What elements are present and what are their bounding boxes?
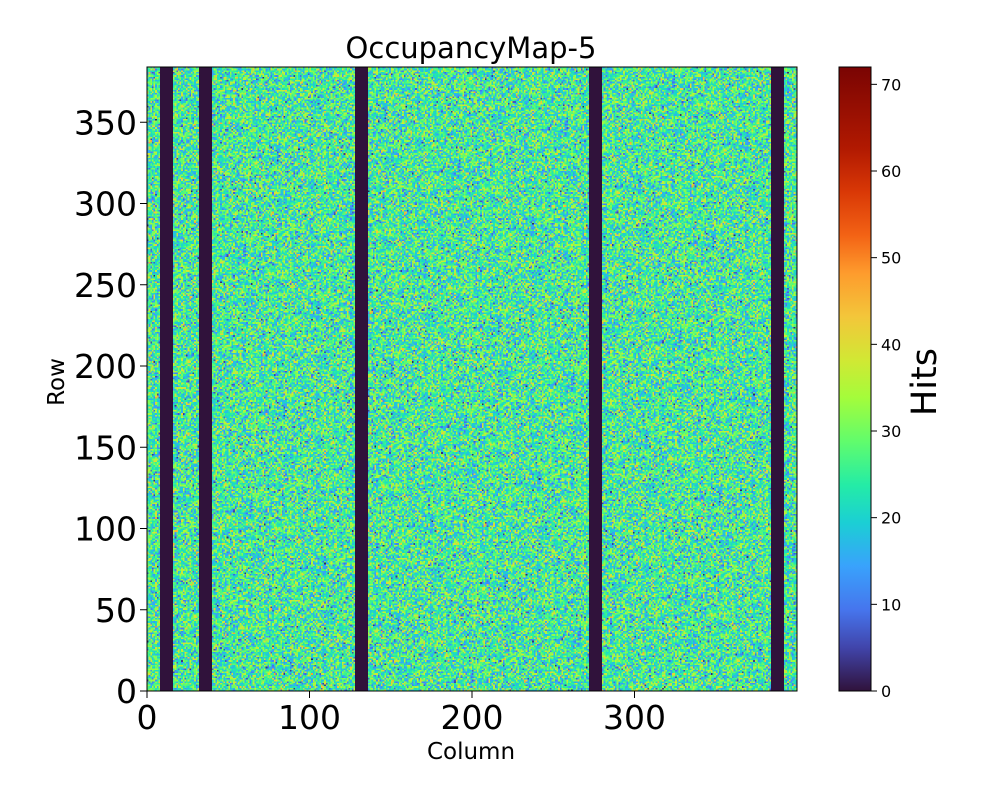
- dead-column-band-3: [589, 67, 602, 691]
- y-tick-label: 200: [74, 347, 137, 386]
- chart-title: OccupancyMap-5: [346, 31, 597, 65]
- dead-column-band-1: [199, 67, 212, 691]
- colorbar-frame: [838, 66, 872, 692]
- x-axis-label: Column: [427, 739, 515, 765]
- colorbar: 0 10 20 30 40 50 60 70 Hits: [838, 66, 945, 701]
- x-tick-label: 300: [603, 698, 666, 737]
- y-axis: 0 50 100 150 200 250 300 350: [74, 103, 147, 711]
- colorbar-tick-label: 70: [881, 75, 901, 94]
- heatmap-canvas-wrapper: [147, 67, 797, 691]
- y-tick-label: 350: [74, 103, 137, 142]
- x-tick-label: 100: [278, 698, 341, 737]
- y-tick-label: 300: [74, 185, 137, 224]
- dead-column-band-0: [160, 67, 173, 691]
- y-axis-label: Row: [44, 358, 70, 406]
- colorbar-tick-label: 10: [881, 595, 901, 614]
- y-tick-label: 50: [95, 591, 137, 630]
- dead-column-band-2: [355, 67, 368, 691]
- x-axis: 0 100 200 300: [137, 691, 666, 737]
- colorbar-tick-label: 50: [881, 249, 901, 268]
- dead-column-bands: [160, 67, 784, 691]
- y-tick-label: 0: [116, 672, 137, 711]
- colorbar-tick-label: 60: [881, 162, 901, 181]
- dead-column-band-4: [771, 67, 784, 691]
- colorbar-tick-label: 40: [881, 335, 901, 354]
- y-tick-label: 250: [74, 266, 137, 305]
- y-tick-label: 100: [74, 510, 137, 549]
- colorbar-tick-label: 0: [881, 682, 891, 701]
- y-tick-label: 150: [74, 428, 137, 467]
- colorbar-gradient: [839, 67, 871, 691]
- colorbar-tick-label: 20: [881, 509, 901, 528]
- x-tick-label: 0: [137, 698, 158, 737]
- heatmap-area: [146, 66, 798, 692]
- colorbar-label: Hits: [905, 348, 945, 416]
- heatmap-cells: [147, 67, 797, 691]
- colorbar-ticks: 0 10 20 30 40 50 60 70: [871, 75, 901, 701]
- colorbar-tick-label: 30: [881, 422, 901, 441]
- x-tick-label: 200: [441, 698, 504, 737]
